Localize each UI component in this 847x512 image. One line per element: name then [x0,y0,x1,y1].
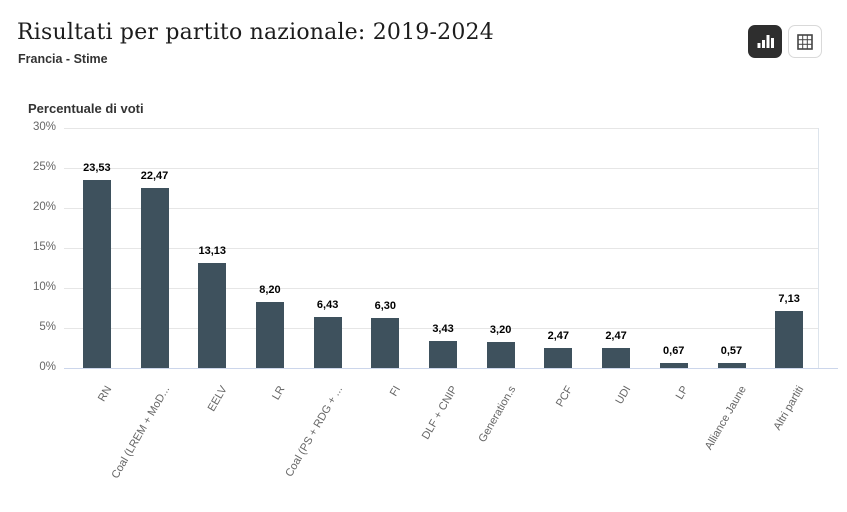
y-axis-tick-label: 15% [32,241,56,253]
bar[interactable] [371,317,400,368]
x-axis-label: UDI [613,384,634,407]
x-axis-label: Alliance Jaune [702,384,749,452]
bar[interactable] [255,302,284,368]
x-axis-label: Altri partiti [771,384,807,433]
x-axis-line [64,368,838,369]
bar-value-label: 3,43 [432,322,454,335]
bar[interactable] [198,263,227,368]
gridline [64,128,818,129]
plot-right-border [818,128,819,368]
x-axis-label: Generation.s [476,384,519,445]
bar-value-label: 22,47 [140,170,169,183]
bar[interactable] [602,348,631,368]
y-axis-tick-label: 10% [32,281,56,293]
x-axis-label: LP [674,384,692,402]
bar[interactable] [486,342,515,368]
bar[interactable] [775,311,804,368]
bar[interactable] [140,188,169,368]
bar-value-label: 6,30 [374,299,397,312]
page-subtitle: Francia - Stime [18,52,108,66]
bar-value-label: 0,57 [720,345,743,358]
view-toolbar [748,25,822,58]
bar[interactable] [717,363,746,368]
bar-value-label: 2,47 [547,330,570,343]
bar[interactable] [429,340,457,368]
bar[interactable] [659,362,688,368]
bar[interactable] [544,348,573,368]
bar-value-label: 2,47 [605,330,627,343]
bar[interactable] [313,316,342,368]
page-title: Risultati per partito nazionale: 2019-20… [17,20,494,45]
x-axis-label: DLF + CNIP [420,384,461,442]
bar-value-label: 3,20 [489,324,512,337]
y-axis-tick-label: 5% [39,321,56,333]
y-axis-tick-label: 30% [32,121,56,133]
table-view-button[interactable] [788,25,822,58]
bar-value-label: 23,53 [83,161,111,174]
bar-value-label: 13,13 [198,245,226,257]
gridline [64,208,818,209]
chart-view-button[interactable] [748,25,782,58]
x-axis-label: FI [387,384,403,399]
bar[interactable] [82,179,111,368]
bar-value-label: 0,67 [663,344,685,357]
bar-chart-icon [755,32,775,52]
x-axis-label: PCF [554,384,576,410]
gridline [64,288,818,289]
table-grid-icon [795,32,815,52]
gridline [64,328,818,329]
x-axis-label: Coal (LREM + MoD... [109,384,172,481]
x-axis-label: EELV [205,384,230,414]
x-axis-label: LR [269,384,288,403]
y-axis-tick-label: 0% [39,361,56,373]
bar-value-label: 7,13 [778,293,800,305]
bar-value-label: 6,43 [316,298,339,311]
gridline [64,248,818,249]
gridline [64,168,818,169]
y-axis-tick-label: 20% [32,201,56,213]
y-axis-tick-label: 25% [32,161,56,173]
x-axis-label: Coal (PS + RDG + ... [283,384,346,479]
y-axis-title: Percentuale di voti [28,101,144,116]
x-axis-label: RN [95,384,115,404]
bar-value-label: 8,20 [259,284,281,297]
